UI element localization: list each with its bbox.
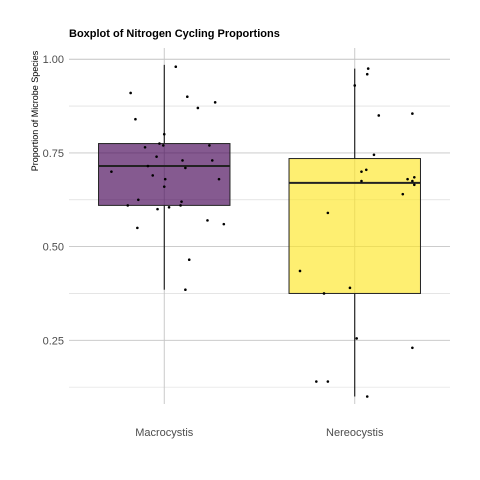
data-point [411, 346, 414, 350]
data-point [143, 146, 147, 149]
y-tick-label: 0.25 [43, 335, 64, 347]
data-point [366, 67, 370, 70]
data-point [406, 177, 409, 181]
axis-layer: 0.25 0.50 0.75 1.00 Macrocystis Nereocystis Pr… [30, 50, 384, 439]
data-point [126, 204, 130, 207]
y-tick-label: 0.75 [43, 148, 64, 160]
data-point [161, 144, 165, 147]
iqr-box [288, 158, 421, 294]
data-point [129, 91, 132, 95]
data-point [162, 132, 166, 136]
data-point [322, 292, 326, 295]
data-point [206, 219, 209, 222]
data-point [158, 142, 161, 145]
data-point [196, 106, 200, 110]
data-point [377, 114, 381, 117]
data-point [411, 179, 414, 183]
point-layer [110, 65, 416, 398]
y-tick-label: 1.00 [43, 54, 64, 66]
box-nereocystis [288, 68, 421, 397]
data-point [210, 159, 214, 162]
data-point [365, 72, 369, 76]
data-point [174, 65, 178, 69]
data-point [181, 159, 184, 162]
data-point [401, 192, 405, 196]
box-layer [98, 64, 421, 397]
chart-title: Boxplot of Nitrogen Cycling Proportions [69, 28, 280, 40]
data-point [411, 112, 414, 115]
box-macrocystis [98, 64, 231, 290]
data-point [413, 175, 416, 179]
data-point [217, 177, 221, 181]
data-point [355, 337, 358, 340]
y-axis-title: Proportion of Microbe Species [30, 50, 40, 171]
data-point [413, 183, 416, 187]
data-point [179, 204, 182, 207]
data-point [155, 155, 158, 158]
data-point [184, 288, 187, 292]
data-point [208, 144, 211, 147]
data-point [348, 286, 352, 290]
data-point [162, 185, 166, 188]
y-tick-label: 0.50 [43, 242, 64, 254]
data-point [110, 170, 113, 173]
data-point [315, 380, 318, 383]
data-point [146, 164, 150, 168]
data-point [360, 179, 363, 183]
data-point [186, 95, 189, 99]
data-point [222, 222, 226, 226]
data-point [163, 177, 167, 181]
data-point [326, 211, 330, 215]
data-point [151, 174, 155, 177]
data-point [353, 84, 357, 87]
data-point [134, 117, 137, 121]
data-point [187, 258, 191, 262]
data-point [136, 226, 139, 230]
data-point [360, 170, 363, 173]
data-point [326, 380, 330, 383]
data-point [156, 207, 159, 211]
data-point [167, 205, 171, 209]
data-point [365, 395, 369, 398]
x-tick-label: Nereocystis [326, 427, 384, 439]
data-point [213, 101, 217, 104]
data-point [180, 200, 183, 203]
iqr-box [98, 143, 231, 206]
data-point [298, 269, 302, 273]
data-point [137, 198, 140, 202]
x-tick-label: Macrocystis [135, 427, 194, 439]
data-point [364, 168, 368, 172]
data-point [184, 166, 187, 170]
data-point [372, 153, 376, 157]
